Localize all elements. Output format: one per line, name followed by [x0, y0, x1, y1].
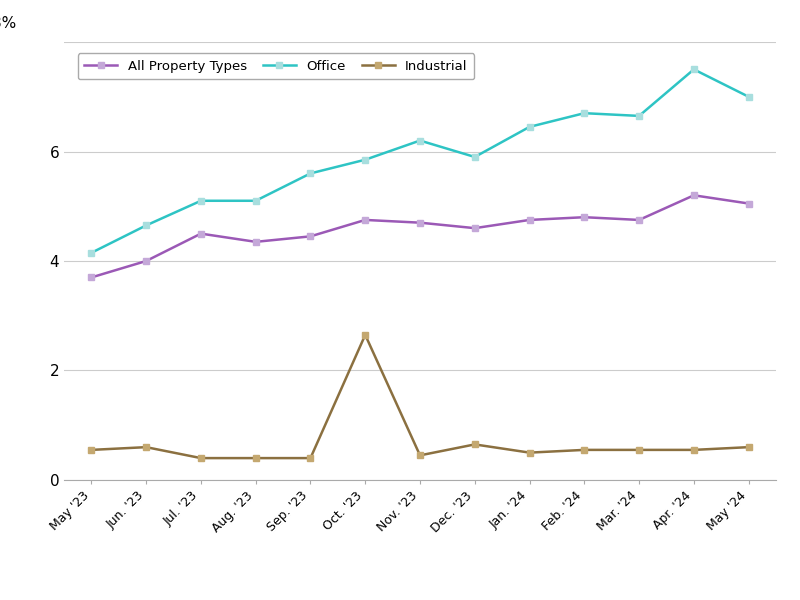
Industrial [470, 441, 479, 448]
Office [744, 93, 754, 100]
Office [196, 197, 206, 205]
Industrial [196, 455, 206, 462]
Industrial [689, 446, 698, 454]
Line: Industrial: Industrial [89, 332, 751, 461]
Legend: All Property Types, Office, Industrial: All Property Types, Office, Industrial [78, 53, 474, 79]
Industrial [634, 446, 644, 454]
Office [361, 156, 370, 163]
All Property Types [196, 230, 206, 237]
Line: All Property Types: All Property Types [89, 193, 751, 280]
Industrial [744, 443, 754, 451]
Office [525, 123, 534, 130]
Office [251, 197, 261, 205]
Office [689, 66, 698, 73]
Industrial [361, 331, 370, 338]
Line: Office: Office [89, 67, 751, 256]
Office [306, 170, 315, 177]
All Property Types [361, 217, 370, 224]
Office [415, 137, 425, 144]
Office [142, 222, 151, 229]
Industrial [86, 446, 96, 454]
Text: 8%: 8% [0, 16, 16, 31]
All Property Types [579, 214, 589, 221]
All Property Types [415, 219, 425, 226]
Industrial [415, 452, 425, 459]
All Property Types [634, 217, 644, 224]
Industrial [525, 449, 534, 456]
All Property Types [525, 217, 534, 224]
All Property Types [470, 224, 479, 232]
All Property Types [142, 257, 151, 265]
Office [470, 154, 479, 161]
All Property Types [251, 238, 261, 245]
All Property Types [744, 200, 754, 207]
All Property Types [306, 233, 315, 240]
Office [86, 249, 96, 256]
Office [579, 110, 589, 117]
Office [634, 112, 644, 119]
Industrial [579, 446, 589, 454]
All Property Types [689, 191, 698, 199]
Industrial [142, 443, 151, 451]
Industrial [306, 455, 315, 462]
Industrial [251, 455, 261, 462]
All Property Types [86, 274, 96, 281]
